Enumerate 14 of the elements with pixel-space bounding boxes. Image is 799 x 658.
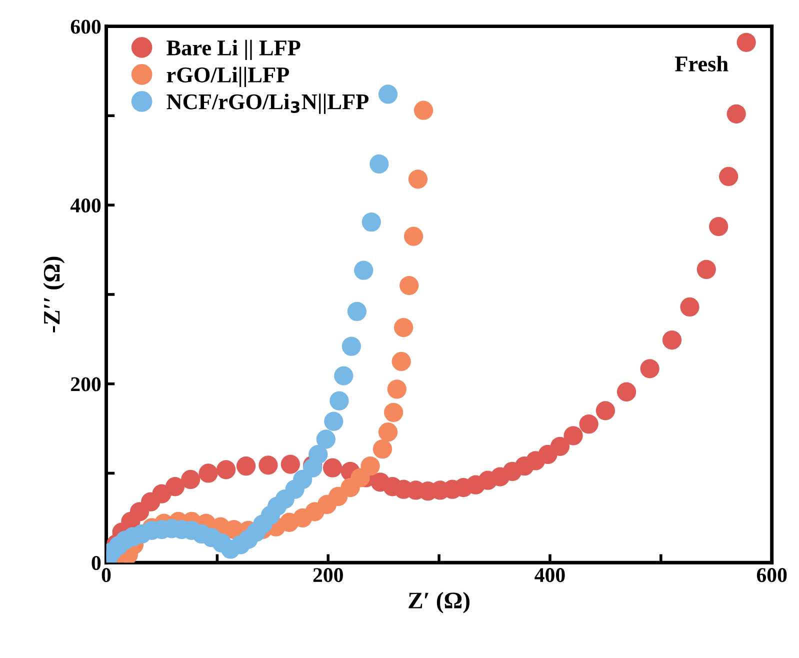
legend-label: rGO/Li||LFP [166, 66, 289, 88]
x-axis-title: Z′ (Ω) [408, 592, 470, 614]
y-tick-label: 0 [92, 556, 101, 570]
legend-label: Bare Li || LFP [166, 40, 300, 60]
x-tick-label: 600 [756, 568, 787, 582]
legend-label: NCF/rGO/Li$_{3}$N||LFP [166, 94, 369, 114]
x-tick-label: 200 [313, 568, 343, 582]
x-tick-label: 0 [102, 568, 111, 582]
x-tick-label: 400 [534, 568, 565, 582]
y-tick-label: 400 [70, 198, 101, 213]
y-tick-label: 200 [71, 377, 101, 392]
y-tick-label: 600 [70, 20, 101, 34]
annotation: Fresh [675, 56, 728, 72]
y-axis-title: -Z′′ (Ω) [43, 256, 65, 332]
